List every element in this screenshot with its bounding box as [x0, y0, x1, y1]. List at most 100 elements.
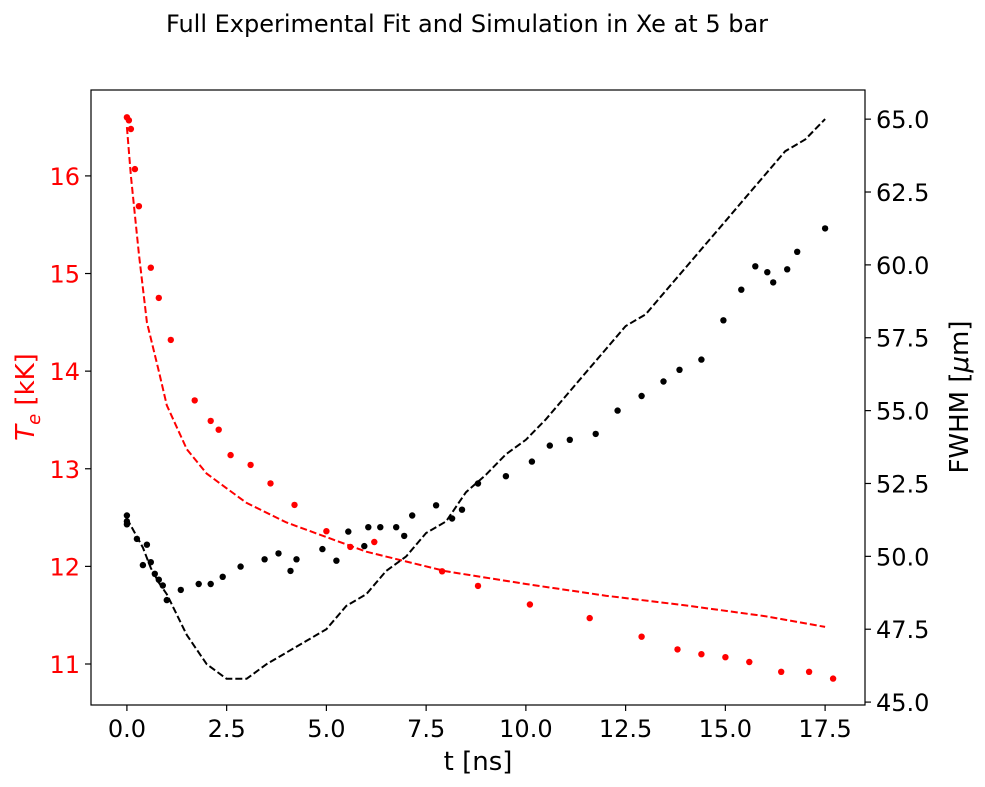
temperature-data-point — [191, 397, 198, 404]
fwhm-data-point — [592, 430, 599, 438]
temperature-data-point — [227, 451, 234, 459]
fwhm-data-point — [474, 480, 482, 487]
temperature-data-point — [125, 117, 133, 124]
fwhm-data-point — [720, 317, 727, 324]
fwhm-data-point — [377, 524, 384, 531]
fwhm-data-point — [698, 356, 705, 363]
x-tick-label: 7.5 — [407, 715, 445, 743]
temperature-data-point — [215, 426, 222, 433]
y-right-tick-label: 57.5 — [876, 325, 929, 353]
fwhm-data-point — [794, 248, 801, 255]
y-right-tick-label: 45.0 — [876, 689, 929, 717]
y-right-tick-label: 65.0 — [876, 106, 929, 134]
fwhm-data-point — [432, 502, 440, 509]
y-right-label-rest: m] — [945, 320, 975, 355]
y-axis-label-right: FWHM [μm] — [945, 320, 975, 473]
fwhm-data-point — [393, 524, 400, 531]
fwhm-data-point — [448, 515, 456, 522]
temperature-data-point — [698, 651, 705, 658]
fwhm-data-point — [401, 532, 408, 540]
fwhm-data-point — [638, 392, 645, 400]
fwhm-data-point — [261, 556, 268, 563]
fwhm-data-point — [676, 366, 683, 373]
fwhm-data-point — [333, 557, 340, 564]
fwhm-data-point — [237, 563, 244, 570]
fwhm-data-point — [821, 225, 829, 232]
fwhm-data-point — [163, 596, 170, 604]
y-right-tick-label: 55.0 — [876, 398, 929, 426]
temperature-data-point — [474, 582, 482, 590]
fwhm-data-point — [365, 524, 372, 531]
temperature-data-point — [778, 668, 785, 675]
fwhm-data-point — [151, 570, 158, 577]
temperature-data-point — [829, 675, 837, 682]
temperature-data-point — [291, 501, 298, 509]
fwhm-data-point — [502, 473, 510, 480]
fwhm-simulation-line — [126, 118, 826, 680]
y-left-tick-label: 11 — [49, 651, 80, 679]
fwhm-data-point — [293, 556, 300, 563]
temperature-simulation-line — [125, 127, 826, 628]
temperature-data-point — [438, 568, 446, 575]
fwhm-data-point — [123, 518, 131, 525]
temperature-data-point — [127, 125, 135, 133]
y-right-tick-label: 60.0 — [876, 252, 929, 280]
temperature-data-point — [638, 633, 645, 640]
y-left-tick-label: 13 — [49, 456, 80, 484]
fwhm-data-point — [752, 263, 759, 270]
fwhm-data-point — [784, 266, 791, 273]
fwhm-data-point — [139, 561, 147, 569]
temperature-data-point — [746, 658, 753, 666]
temperature-data-point — [131, 165, 139, 173]
temperature-data-point — [207, 417, 214, 425]
x-tick-label: 10.0 — [499, 715, 552, 743]
fwhm-data-point — [770, 279, 777, 286]
fwhm-data-point — [219, 573, 226, 580]
temperature-data-point — [586, 614, 593, 622]
y-left-label-sub: e — [24, 414, 45, 425]
fwhm-data-point — [155, 576, 162, 583]
fwhm-data-point — [195, 580, 202, 588]
y-left-tick-label: 15 — [49, 261, 80, 289]
x-tick-label: 5.0 — [307, 715, 345, 743]
temperature-data-point — [722, 654, 729, 661]
fwhm-data-point — [319, 545, 326, 553]
y-right-tick-label: 52.5 — [876, 470, 929, 498]
temperature-data-point — [247, 461, 254, 469]
x-axis-label: t [ns] — [444, 747, 513, 777]
fwhm-data-point — [143, 541, 151, 548]
y-right-label-mu: μ — [945, 356, 975, 374]
temperature-data-point — [347, 543, 354, 551]
temperature-data-point — [371, 538, 378, 546]
x-tick-label: 17.5 — [798, 715, 851, 743]
fwhm-data-point — [133, 535, 141, 543]
temperature-data-point — [805, 668, 813, 675]
fwhm-data-point — [614, 407, 621, 414]
fwhm-data-point — [287, 567, 294, 575]
fwhm-data-point — [528, 458, 536, 465]
fwhm-data-point — [738, 286, 745, 293]
x-tick-label: 0.0 — [108, 715, 146, 743]
fwhm-data-point — [177, 586, 184, 594]
fwhm-data-point — [123, 512, 131, 519]
y-left-label-rest: [kK] — [11, 353, 41, 414]
temperature-data-point — [526, 601, 534, 608]
fwhm-data-point — [458, 506, 466, 513]
chart-title: Full Experimental Fit and Simulation in … — [166, 10, 768, 38]
x-tick-label: 2.5 — [208, 715, 246, 743]
fwhm-data-point — [275, 550, 282, 557]
fwhm-data-point — [764, 269, 771, 276]
temperature-data-point — [267, 480, 274, 487]
x-tick-label: 15.0 — [699, 715, 752, 743]
fwhm-data-point — [566, 436, 573, 443]
fwhm-data-point — [361, 542, 368, 550]
axis-ticks: 0.0 2.5 5.0 7.5 10.0 12.5 15.0 17.5 11 12 13 14 15 16… — [49, 106, 929, 743]
plot-area — [123, 114, 837, 682]
y-left-tick-label: 16 — [49, 163, 80, 191]
temperature-data-point — [155, 294, 162, 302]
fwhm-data-point — [546, 442, 553, 449]
x-tick-label: 12.5 — [599, 715, 652, 743]
plot-frame — [90, 89, 866, 706]
